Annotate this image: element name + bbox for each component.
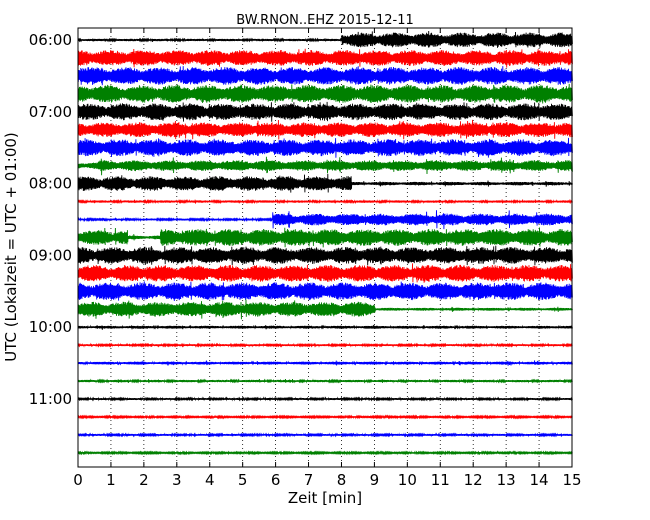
x-axis-label: Zeit [min] [288, 489, 362, 507]
trace-row-0915 [77, 263, 573, 283]
trace-row-0630 [77, 66, 573, 86]
y-tick-label: 10:00 [29, 318, 72, 336]
trace-row-1030 [77, 360, 573, 366]
x-tick-label: 13 [497, 471, 516, 489]
trace-row-0715 [77, 119, 573, 140]
y-tick-label: 07:00 [29, 103, 72, 121]
x-tick-label: 12 [464, 471, 483, 489]
trace-row-0730 [77, 137, 573, 158]
x-tick-label: 2 [139, 471, 149, 489]
x-axis: 0 1 2 3 4 5 6 7 8 9 10 11 12 13 14 15 [73, 28, 582, 489]
y-tick-label: 08:00 [29, 175, 72, 193]
x-tick-label: 5 [238, 471, 248, 489]
x-tick-label: 3 [172, 471, 182, 489]
trace-row-1015 [77, 342, 573, 348]
trace-row-0900 [77, 245, 573, 266]
trace-row-0645 [77, 83, 573, 104]
trace-row-1000 [77, 324, 573, 330]
trace-row-0845 [77, 227, 573, 248]
trace-row-1045 [77, 378, 573, 384]
trace-row-0930 [77, 281, 573, 302]
x-tick-label: 9 [370, 471, 380, 489]
trace-rows [77, 30, 573, 456]
trace-row-0745 [77, 156, 573, 176]
trace-row-1130 [77, 432, 573, 438]
y-tick-label: 09:00 [29, 246, 72, 264]
trace-row-0830 [77, 210, 573, 230]
chart-title: BW.RNON..EHZ 2015-12-11 [236, 13, 414, 28]
trace-row-0800 [77, 173, 573, 193]
trace-row-0700 [77, 101, 573, 122]
x-tick-label: 1 [106, 471, 116, 489]
x-tick-label: 8 [337, 471, 347, 489]
x-tick-label: 10 [398, 471, 417, 489]
x-tick-label: 15 [562, 471, 581, 489]
y-tick-label: 11:00 [29, 390, 72, 408]
x-tick-label: 4 [205, 471, 215, 489]
trace-row-0600 [77, 30, 573, 48]
x-tick-label: 7 [304, 471, 314, 489]
trace-row-1145 [77, 450, 573, 456]
y-axis-label: UTC (Lokalzeit = UTC + 01:00) [2, 132, 20, 362]
x-tick-label: 0 [73, 471, 83, 489]
y-tick-label: 06:00 [29, 31, 72, 49]
x-tick-label: 6 [271, 471, 281, 489]
trace-row-0815 [77, 199, 573, 205]
trace-row-0945 [77, 299, 573, 320]
trace-row-1100 [77, 396, 573, 402]
y-axis: 06:00 07:00 08:00 09:00 10:00 11:00 [29, 31, 572, 408]
trace-row-0615 [77, 48, 573, 68]
x-tick-label: 14 [530, 471, 549, 489]
x-tick-label: 11 [431, 471, 450, 489]
trace-row-1115 [77, 414, 573, 420]
plot-frame [77, 27, 573, 468]
